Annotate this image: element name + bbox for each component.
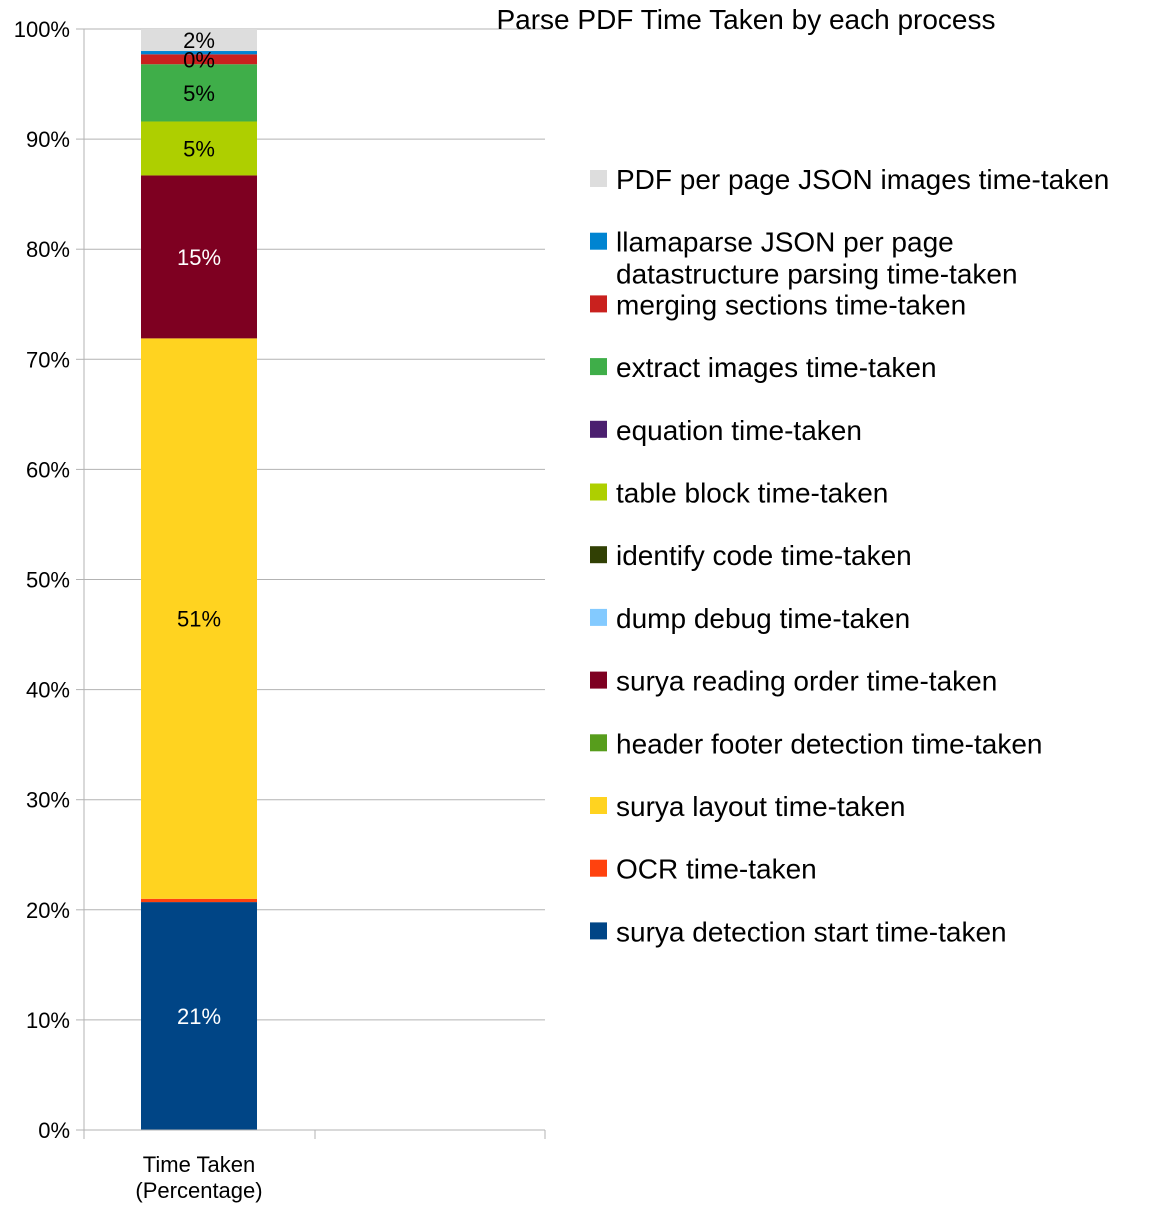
legend-entry: OCR time-taken (616, 854, 817, 885)
bar-segment (141, 902, 257, 1130)
legend-entry: surya layout time-taken (616, 791, 905, 822)
bar-segment (141, 898, 257, 903)
legend-entry: surya reading order time-taken (616, 666, 997, 697)
legend-swatch (590, 671, 607, 689)
legend-entry: surya detection start time-taken (616, 916, 1007, 947)
segment-data-label: 5% (183, 136, 215, 161)
legend-swatch (590, 608, 607, 626)
y-tick-label: 100% (14, 17, 70, 42)
legend-swatch (590, 170, 607, 187)
segment-data-label: 51% (177, 607, 221, 632)
legend-swatch (590, 483, 607, 501)
y-tick-label: 40% (26, 678, 70, 703)
legend-entry: table block time-taken (616, 478, 888, 509)
bar-segment (141, 64, 257, 122)
bar-segment (141, 338, 257, 899)
y-tick-label: 90% (26, 127, 70, 152)
chart-title: Parse PDF Time Taken by each process (496, 4, 995, 35)
y-tick-label: 70% (26, 347, 70, 372)
legend-swatch (590, 295, 607, 313)
x-category-label: Time Taken (143, 1152, 256, 1177)
segment-data-label: 15% (177, 245, 221, 270)
y-tick-label: 10% (26, 1008, 70, 1033)
legend-entry: equation time-taken (616, 415, 862, 446)
segment-labels: 21% 51% 15% 5% 5% 0%2% (177, 28, 221, 1029)
legend-entry: merging sections time-taken (616, 289, 966, 320)
segment-data-label: 2% (183, 28, 215, 53)
y-tick-label: 60% (26, 457, 70, 482)
y-tick-label: 50% (26, 568, 70, 593)
legend-swatch (590, 420, 607, 438)
y-tick-label: 0% (38, 1118, 70, 1143)
y-tick-label: 30% (26, 788, 70, 813)
bar-segments (141, 29, 257, 1130)
legend-swatch (590, 734, 607, 752)
y-tick-label: 20% (26, 898, 70, 923)
legend-entry: PDF per page JSON images time-taken (616, 164, 1109, 195)
x-category-label: (Percentage) (135, 1178, 262, 1203)
legend-swatch (590, 859, 607, 877)
bar-segment (141, 121, 257, 176)
legend-swatch (590, 546, 607, 564)
segment-data-label: 5% (183, 81, 215, 106)
bar-segment (141, 175, 257, 339)
legend-entry: dump debug time-taken (616, 603, 910, 634)
segment-data-label: 0% (183, 47, 215, 72)
legend-swatch (590, 232, 607, 250)
y-tick-label: 80% (26, 237, 70, 262)
legend-entry: header footer detection time-taken (616, 728, 1042, 759)
bar-segment (141, 51, 257, 55)
bar-segment (141, 29, 257, 52)
axes: 0% 10% 20% 30% 40% 50% 60% 70% 80% 90% 100% Time Ta… (14, 17, 546, 1203)
legend-entry: identify code time-taken (616, 540, 912, 571)
legend-swatch (590, 797, 607, 814)
legend: PDF per page JSON images time-taken llama… (590, 164, 1109, 947)
legend-entry: extract images time-taken (616, 352, 937, 383)
bar-segment (141, 54, 257, 65)
legend-swatch (590, 922, 607, 940)
legend-entry: llamaparse JSON per page datastructure pa… (616, 227, 1018, 290)
legend-swatch (590, 358, 607, 376)
segment-data-label: 21% (177, 1004, 221, 1029)
